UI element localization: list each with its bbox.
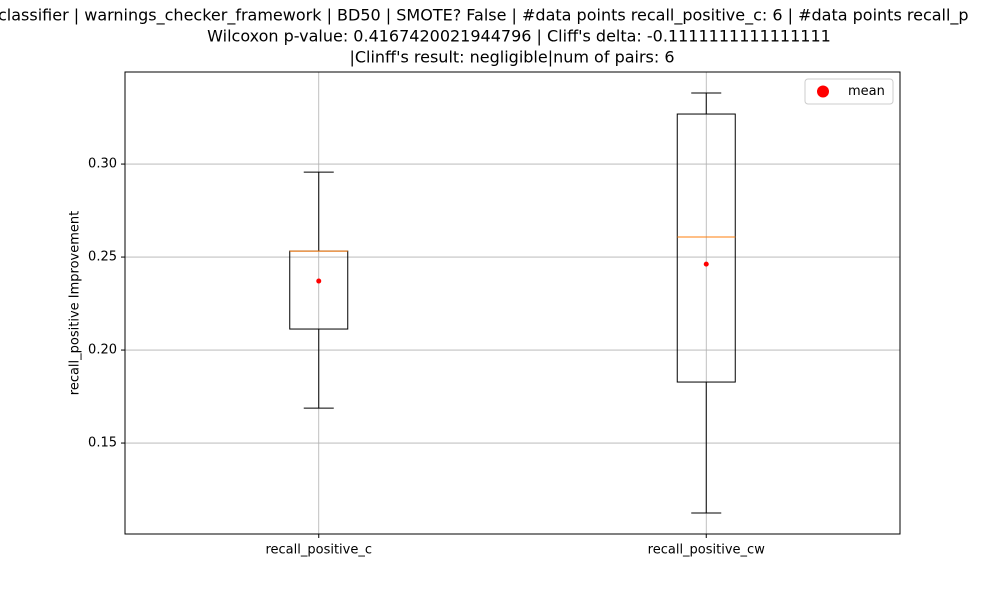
legend-box [804,78,894,105]
y-tick-label: 0.25 [88,250,117,265]
box [676,113,736,383]
chart-title: classifier | warnings_checker_framework … [0,6,969,26]
legend-label: mean [848,84,885,99]
y-tick-label: 0.30 [88,157,117,172]
plot-frame [124,71,901,535]
x-tick-label: recall_positive_cw [648,543,766,558]
chart-title: |Clinff's result: negligible|num of pair… [349,48,674,67]
y-tick-label: 0.20 [88,343,117,358]
legend-marker [817,85,829,98]
y-axis-label: recall_positive Improvement [68,211,83,395]
x-tick-label: recall_positive_c [265,543,372,558]
mean-marker [316,278,322,284]
mean-marker [703,261,709,267]
chart-title: Wilcoxon p-value: 0.4167420021944796 | C… [207,27,831,46]
y-tick-label: 0.15 [88,436,117,451]
